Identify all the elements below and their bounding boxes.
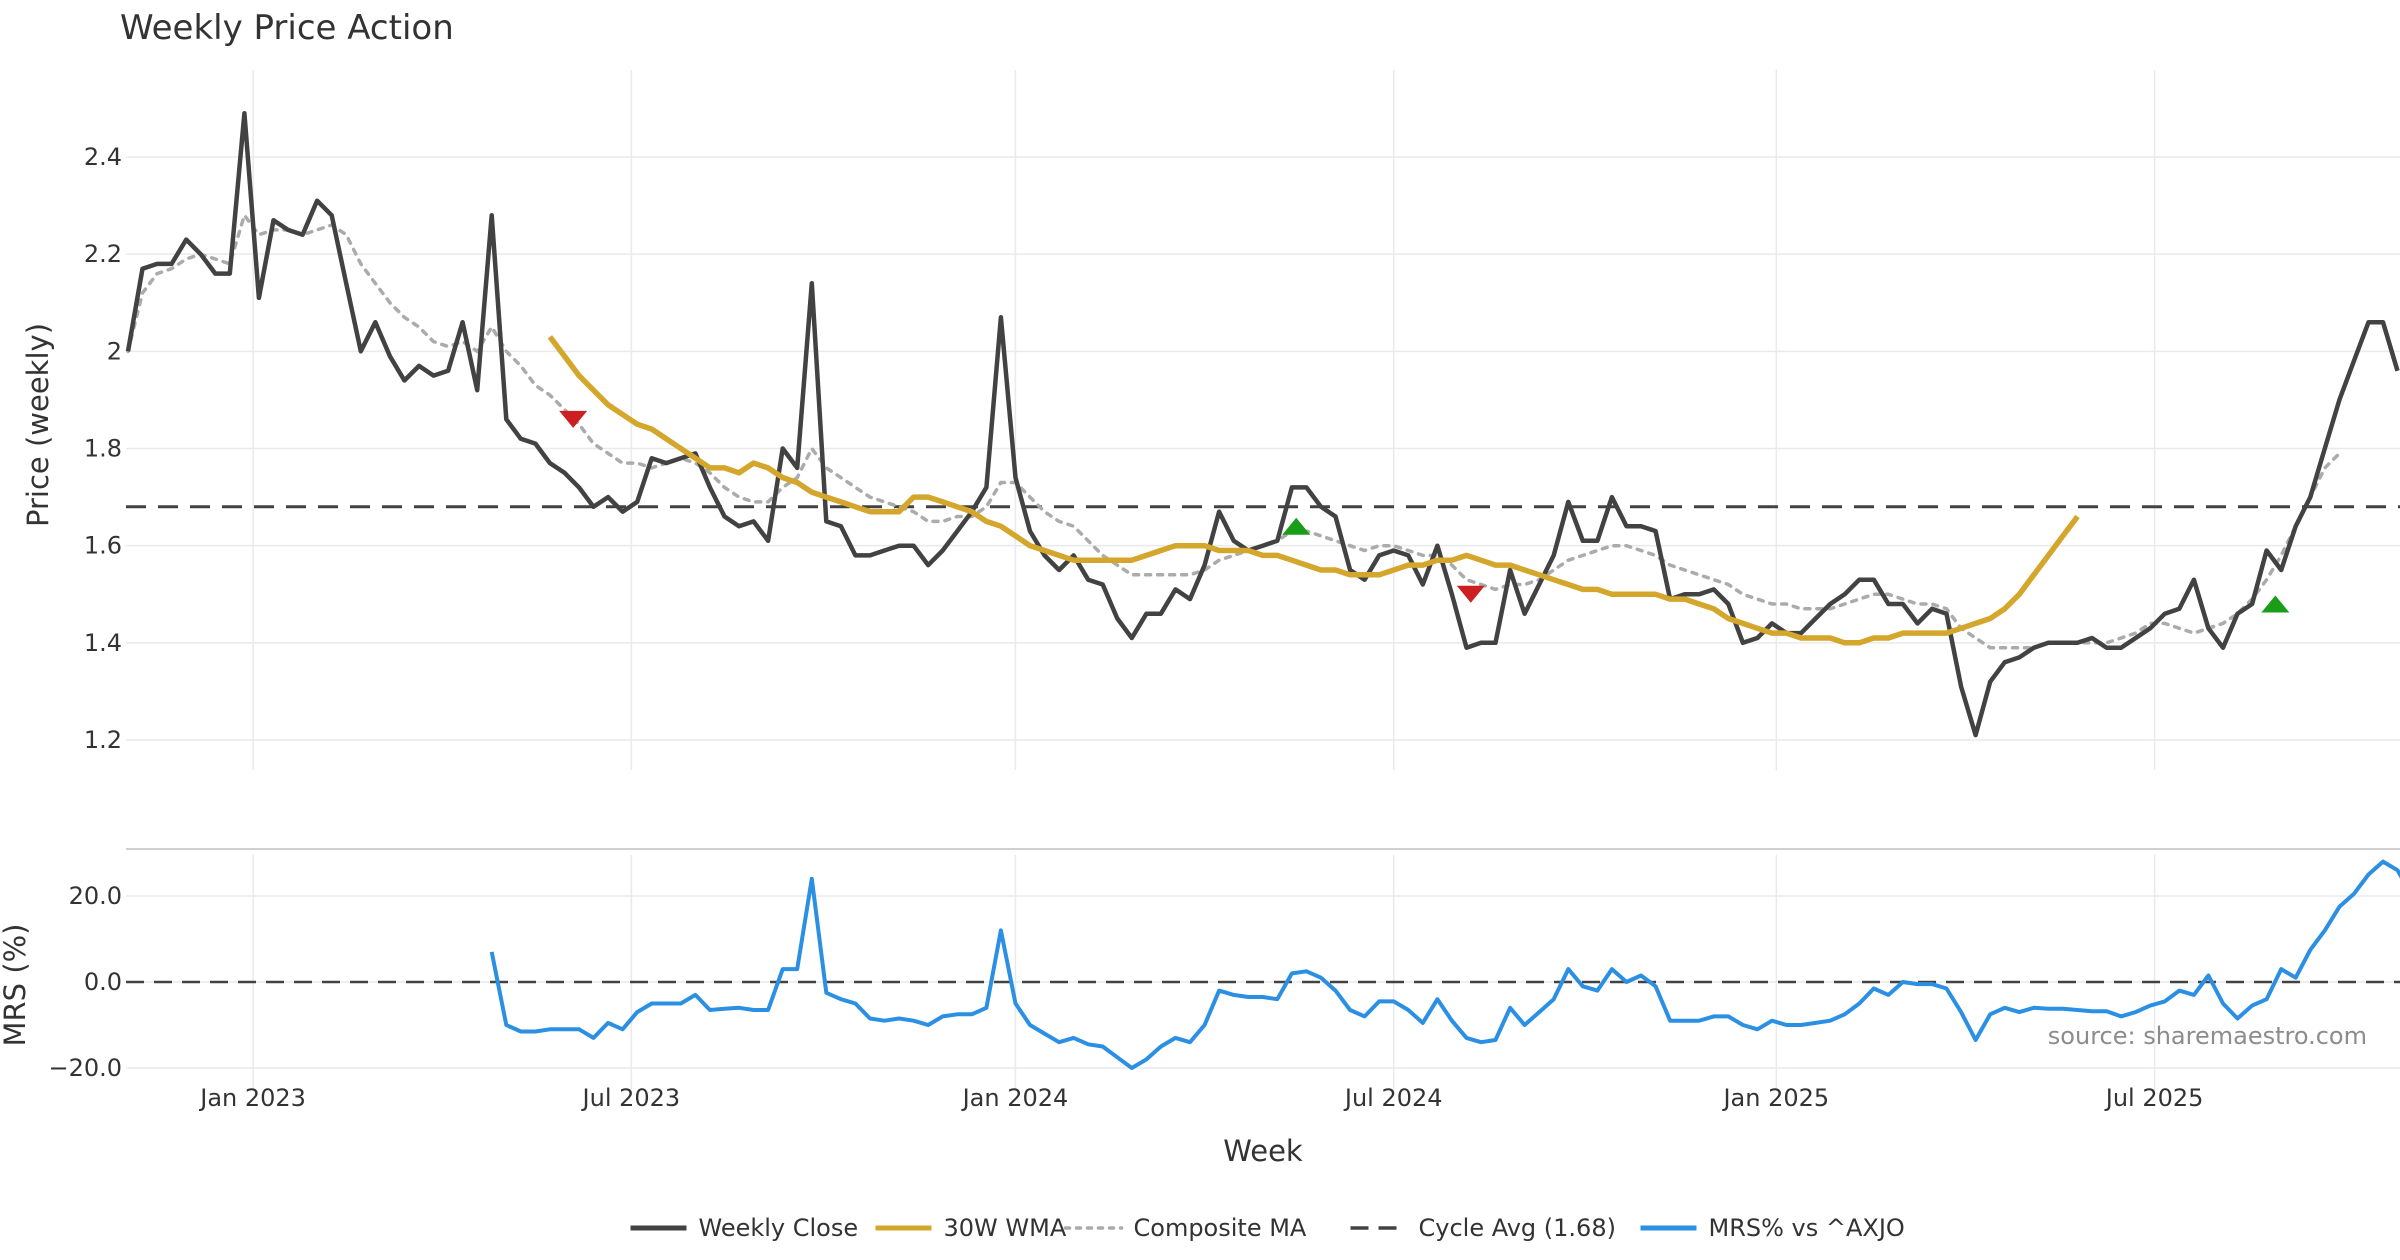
legend-label: 30W WMA — [944, 1214, 1067, 1242]
signal-markers — [559, 410, 2290, 613]
price-y-tick-label: 2 — [107, 337, 122, 365]
x-tick-label: Jul 2025 — [2104, 1084, 2204, 1112]
legend-item: Composite MA — [1063, 1214, 1307, 1242]
price-y-tick-label: 1.6 — [84, 532, 122, 560]
sell-signal-marker — [1456, 585, 1485, 603]
legend-label: Composite MA — [1134, 1214, 1307, 1242]
price-y-tick-label: 1.4 — [84, 629, 122, 657]
legend-item: Weekly Close — [630, 1214, 859, 1242]
mrs-gridlines — [126, 855, 2400, 1090]
weekly-close-line — [125, 111, 2400, 738]
chart-title: Weekly Price Action — [120, 8, 454, 48]
x-tick-label: Jan 2025 — [1721, 1084, 1829, 1112]
legend-item: Cycle Avg (1.68) — [1350, 1214, 1616, 1242]
buy-signal-marker — [1282, 517, 1311, 535]
legend-label: Weekly Close — [699, 1214, 859, 1242]
x-axis-label: Week — [1223, 1134, 1303, 1168]
mrs-y-axis-label: MRS (%) — [0, 924, 32, 1047]
x-ticks: Jan 2023 Jul 2023 Jan 2024 Jul 2024 Jan 2025… — [198, 1084, 2203, 1112]
mrs-line — [489, 859, 2400, 1070]
price-y-tick-label: 2.4 — [84, 143, 122, 171]
mrs-y-ticks: 20.0 0.0 −20.0 — [48, 882, 122, 1082]
price-y-tick-label: 1.8 — [84, 435, 122, 463]
legend-label: MRS% vs ^AXJO — [1709, 1214, 1905, 1242]
mrs-y-tick-label: 20.0 — [69, 882, 122, 910]
price-y-tick-label: 2.2 — [84, 240, 122, 268]
legend-item: MRS% vs ^AXJO — [1640, 1214, 1905, 1242]
wma-30w-line — [547, 335, 2080, 646]
price-gridlines — [126, 70, 2400, 770]
x-tick-label: Jan 2023 — [198, 1084, 306, 1112]
composite-ma-line — [126, 211, 2342, 650]
legend-item: 30W WMA — [875, 1214, 1067, 1242]
x-tick-label: Jul 2023 — [581, 1084, 681, 1112]
price-y-ticks: 1.2 1.4 1.6 1.8 2 2.2 2.4 — [84, 143, 122, 754]
legend-label: Cycle Avg (1.68) — [1419, 1214, 1616, 1242]
price-y-axis-label: Price (weekly) — [21, 323, 55, 527]
source-note: source: sharemaestro.com — [2048, 1022, 2367, 1050]
price-y-tick-label: 1.2 — [84, 726, 122, 754]
x-tick-label: Jul 2024 — [1343, 1084, 1443, 1112]
legend: Weekly Close 30W WMA Composite MA Cycle Avg… — [630, 1214, 1905, 1242]
buy-signal-marker — [2261, 595, 2290, 613]
sell-signal-marker — [559, 410, 588, 428]
mrs-y-tick-label: −20.0 — [48, 1054, 122, 1082]
mrs-series — [126, 859, 2400, 1070]
x-tick-label: Jan 2024 — [961, 1084, 1069, 1112]
mrs-y-tick-label: 0.0 — [84, 968, 122, 996]
price-series — [125, 111, 2400, 738]
